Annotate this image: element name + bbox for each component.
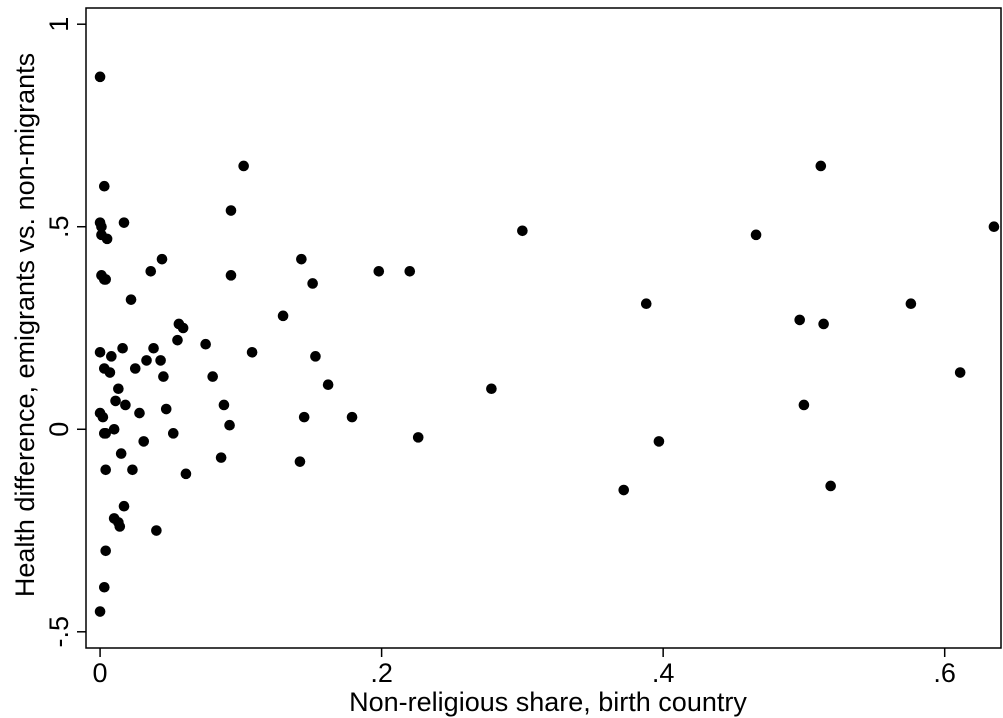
- data-point: [99, 363, 110, 374]
- data-point: [160, 403, 172, 415]
- y-axis-ticks: -.5 0 .5 1: [44, 17, 86, 648]
- data-point: [94, 71, 106, 83]
- y-tick-label: 0: [44, 422, 74, 437]
- data-point: [156, 253, 168, 265]
- data-point: [225, 270, 237, 281]
- data-point: [97, 411, 109, 423]
- x-tick-label: 0: [93, 658, 108, 688]
- data-point: [296, 253, 307, 265]
- data-point: [818, 318, 829, 330]
- x-tick-label: .6: [933, 658, 956, 688]
- data-point: [517, 225, 528, 237]
- data-point: [486, 383, 497, 395]
- data-point: [110, 395, 121, 407]
- data-point: [115, 448, 127, 459]
- plot-frame: [85, 7, 1002, 649]
- data-point: [177, 322, 189, 334]
- data-point: [794, 314, 805, 326]
- y-tick-label: 1: [44, 17, 74, 32]
- data-point: [94, 606, 106, 617]
- data-point: [825, 480, 836, 492]
- data-point: [138, 436, 150, 447]
- data-point: [412, 432, 424, 443]
- data-point: [108, 513, 120, 524]
- y-tick-label: -.5: [44, 616, 74, 648]
- data-points: [94, 71, 1000, 617]
- data-point: [125, 294, 137, 305]
- data-point: [167, 428, 179, 439]
- data-point: [224, 419, 235, 431]
- data-point: [114, 521, 126, 532]
- data-point: [988, 221, 1000, 233]
- data-point: [346, 411, 358, 423]
- data-point: [238, 160, 249, 172]
- data-point: [99, 581, 110, 593]
- x-tick-label: .4: [652, 658, 675, 688]
- data-point: [225, 205, 237, 216]
- data-point: [120, 399, 131, 411]
- data-point: [148, 342, 159, 354]
- data-point: [99, 180, 110, 192]
- x-axis-ticks: 0 .2 .4 .6: [93, 648, 956, 688]
- data-point: [218, 399, 230, 411]
- data-point: [815, 160, 827, 172]
- data-point: [294, 456, 306, 467]
- data-point: [207, 371, 218, 382]
- data-point: [155, 355, 166, 366]
- y-axis-label: Health difference, emigrants vs. non-mig…: [10, 53, 40, 597]
- data-point: [101, 233, 113, 245]
- data-point: [100, 274, 112, 285]
- x-tick-label: .2: [370, 658, 393, 688]
- data-point: [404, 265, 416, 277]
- data-point: [798, 399, 810, 411]
- data-point: [246, 347, 258, 358]
- plot-area-border: [85, 7, 1002, 649]
- data-point: [298, 411, 310, 423]
- data-point: [750, 229, 762, 241]
- data-point: [640, 298, 652, 309]
- data-point: [94, 347, 106, 358]
- data-point: [653, 436, 665, 447]
- data-point: [100, 464, 112, 476]
- data-point: [113, 383, 124, 395]
- data-point: [954, 367, 966, 378]
- data-point: [200, 338, 211, 350]
- data-point: [215, 452, 227, 463]
- data-point: [310, 351, 321, 362]
- x-axis-label: Non-religious share, birth country: [349, 687, 747, 717]
- data-point: [134, 407, 145, 419]
- data-point: [277, 310, 289, 322]
- data-point: [129, 363, 141, 374]
- y-tick-label: .5: [44, 215, 74, 238]
- data-point: [141, 355, 152, 366]
- data-point: [373, 265, 385, 277]
- data-point: [100, 545, 112, 557]
- data-point: [118, 217, 130, 228]
- data-point: [118, 500, 130, 512]
- data-point: [322, 379, 334, 391]
- data-point: [307, 278, 318, 289]
- data-point: [145, 265, 157, 277]
- data-point: [117, 342, 128, 354]
- data-point: [172, 334, 183, 346]
- data-point: [127, 464, 138, 476]
- data-point: [108, 423, 120, 435]
- data-point: [180, 468, 192, 480]
- data-point: [151, 525, 162, 536]
- data-point: [905, 298, 917, 309]
- data-point: [100, 428, 112, 439]
- data-point: [158, 371, 169, 382]
- data-point: [106, 351, 117, 362]
- data-point: [618, 484, 630, 496]
- data-point: [96, 221, 107, 233]
